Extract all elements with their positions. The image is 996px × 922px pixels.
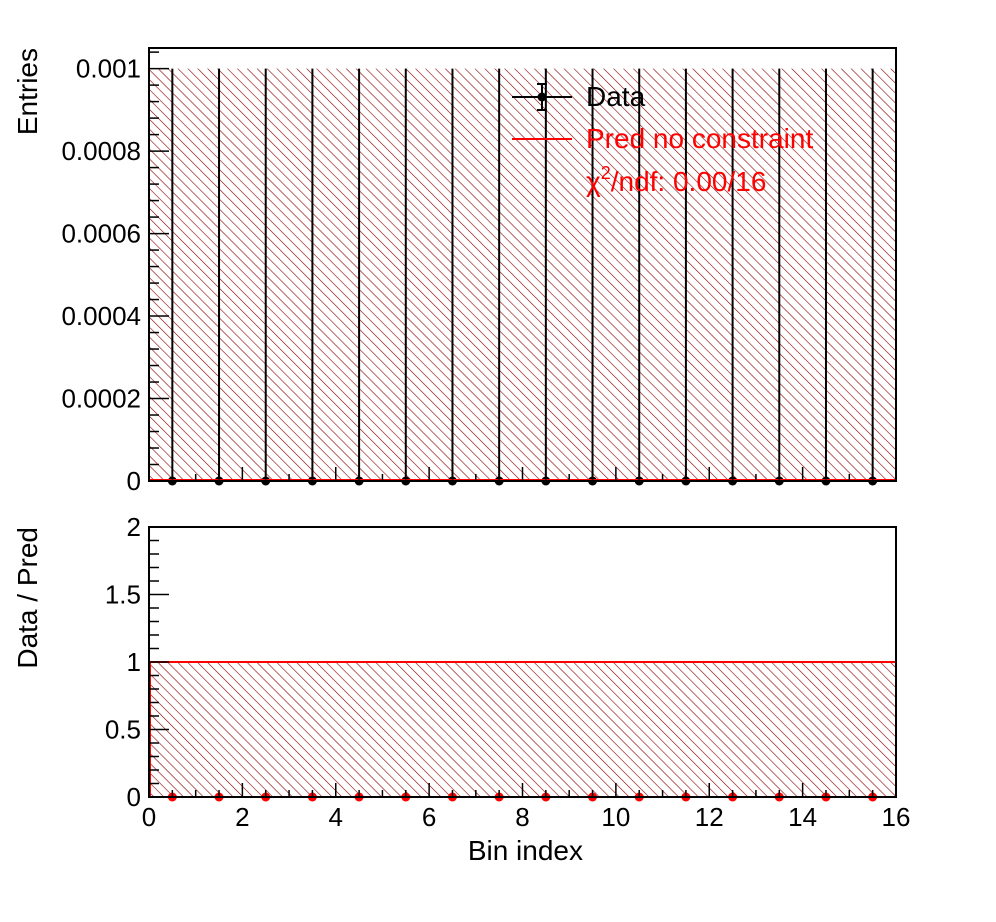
top-y-tick-label: 0 bbox=[127, 466, 141, 496]
chi2-superscript: 2 bbox=[601, 163, 611, 183]
ratio-y-tick-label: 2 bbox=[127, 512, 141, 542]
x-tick-label: 16 bbox=[882, 802, 911, 832]
x-axis-title: Bin index bbox=[468, 835, 583, 866]
main-histogram-panel: 0 0.0002 0.0004 0.0006 0.0008 0.001 Entries D… bbox=[12, 47, 897, 496]
top-y-tick-label: 0.001 bbox=[76, 54, 141, 84]
legend: Data Pred no constraint χ2/ndf: 0.00/16 bbox=[512, 81, 813, 197]
legend-pred-label: Pred no constraint bbox=[586, 123, 813, 154]
top-y-tick-label: 0.0002 bbox=[61, 384, 141, 414]
x-tick-label: 2 bbox=[235, 802, 249, 832]
x-tick-label: 8 bbox=[515, 802, 529, 832]
ratio-y-tick-label: 0.5 bbox=[105, 715, 141, 745]
pred-uncertainty-band bbox=[149, 68, 896, 481]
chi2-value: /ndf: 0.00/16 bbox=[611, 166, 767, 197]
x-tick-label: 14 bbox=[788, 802, 817, 832]
x-tick-label: 10 bbox=[601, 802, 630, 832]
x-tick-label: 12 bbox=[695, 802, 724, 832]
ratio-y-tick-label: 0 bbox=[127, 782, 141, 812]
ratio-y-ticks: 0 0.5 1 1.5 2 bbox=[105, 512, 169, 812]
ratio-y-axis-title: Data / Pred bbox=[12, 527, 43, 669]
ratio-x-ticks: 0 2 4 6 8 10 12 14 16 bbox=[142, 783, 911, 832]
ratio-panel: 0 0.5 1 1.5 2 0 2 4 6 8 10 12 14 16 Data / Pred Bin … bbox=[12, 512, 910, 866]
top-y-tick-label: 0.0004 bbox=[61, 301, 141, 331]
legend-data-label: Data bbox=[586, 81, 646, 112]
ratio-uncertainty-band bbox=[149, 662, 896, 797]
ratio-y-tick-label: 1.5 bbox=[105, 580, 141, 610]
top-x-ticks bbox=[148, 467, 897, 481]
x-tick-label: 0 bbox=[142, 802, 156, 832]
chi2-symbol: χ bbox=[586, 166, 601, 197]
top-y-tick-label: 0.0006 bbox=[61, 219, 141, 249]
x-tick-label: 6 bbox=[422, 802, 436, 832]
legend-chi2-label: χ2/ndf: 0.00/16 bbox=[586, 163, 766, 197]
legend-data-marker bbox=[537, 92, 547, 102]
top-y-ticks: 0 0.0002 0.0004 0.0006 0.0008 0.001 bbox=[61, 51, 169, 496]
x-tick-label: 4 bbox=[329, 802, 343, 832]
ratio-y-tick-label: 1 bbox=[127, 647, 141, 677]
top-y-axis-title: Entries bbox=[12, 48, 43, 135]
top-y-tick-label: 0.0008 bbox=[61, 136, 141, 166]
